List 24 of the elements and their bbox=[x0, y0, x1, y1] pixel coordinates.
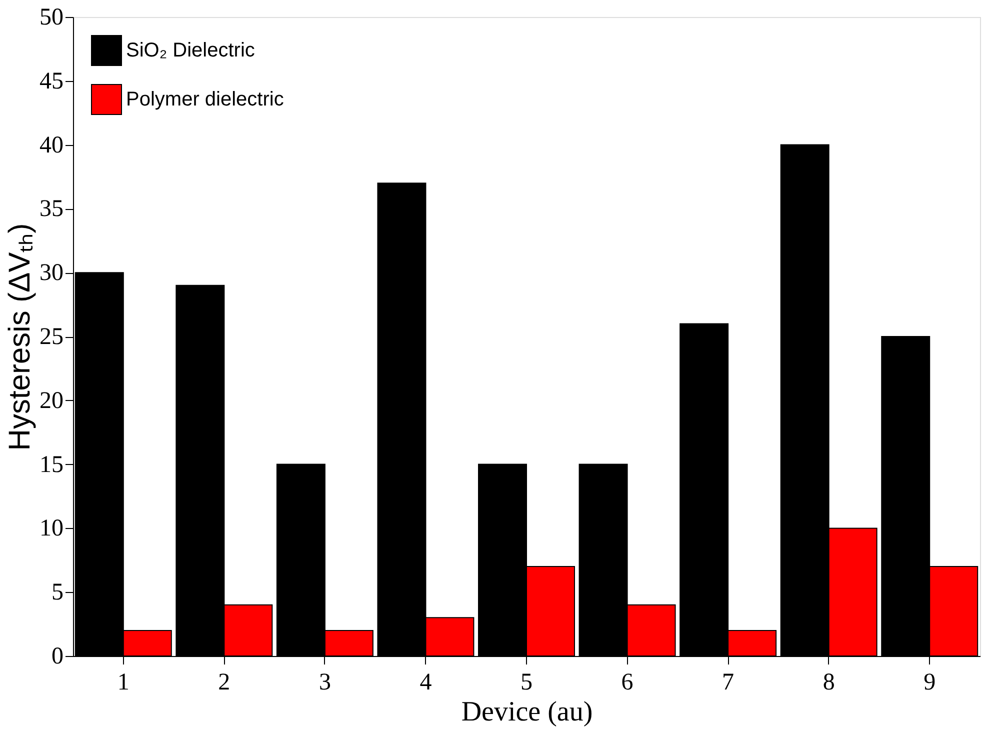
y-tick-label: 10 bbox=[40, 516, 64, 542]
y-tick-label: 25 bbox=[40, 324, 64, 350]
y-tick-label: 5 bbox=[52, 580, 64, 606]
y-tick-label: 30 bbox=[40, 260, 64, 286]
x-axis-title: Device (au) bbox=[461, 696, 593, 728]
x-tick-label: 1 bbox=[117, 670, 130, 696]
x-tick-label: 3 bbox=[318, 670, 331, 696]
y-axis-title: Hysteresis (ΔVₜₕ) bbox=[4, 223, 36, 451]
y-tick-label: 20 bbox=[40, 388, 64, 414]
x-tick-label: 7 bbox=[722, 670, 734, 696]
legend-label: SiO₂ Dielectric bbox=[126, 40, 255, 62]
y-tick-label: 40 bbox=[40, 132, 64, 158]
x-tick-label: 8 bbox=[822, 670, 835, 696]
x-tick-label: 6 bbox=[621, 670, 634, 696]
x-tick-label: 4 bbox=[420, 670, 432, 696]
y-tick-label: 35 bbox=[40, 196, 64, 222]
y-tick-label: 15 bbox=[40, 452, 64, 478]
x-tick-label: 2 bbox=[218, 670, 230, 696]
y-tick-label: 45 bbox=[40, 68, 64, 94]
x-tick-label: 9 bbox=[924, 670, 936, 696]
legend-label: Polymer dielectric bbox=[126, 88, 284, 110]
y-tick-label: 50 bbox=[40, 4, 64, 30]
x-tick-label: 5 bbox=[520, 670, 532, 696]
y-tick-label: 0 bbox=[52, 644, 64, 670]
